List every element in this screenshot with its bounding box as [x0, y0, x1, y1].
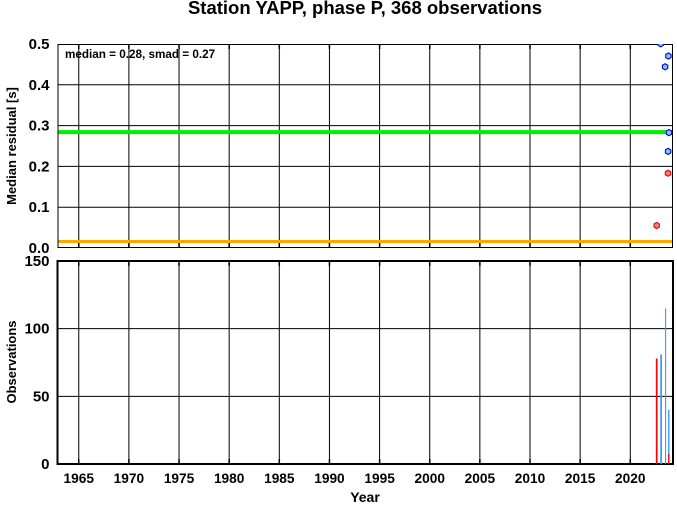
svg-text:Median residual [s]: Median residual [s] — [4, 87, 19, 205]
svg-text:0.1: 0.1 — [29, 199, 50, 216]
svg-text:1980: 1980 — [214, 471, 245, 486]
svg-text:0.5: 0.5 — [29, 36, 50, 53]
svg-text:2005: 2005 — [465, 471, 496, 486]
svg-text:0.3: 0.3 — [29, 118, 50, 135]
svg-text:1990: 1990 — [314, 471, 345, 486]
svg-text:median = 0.28, smad = 0.27: median = 0.28, smad = 0.27 — [65, 48, 215, 61]
svg-text:Observations: Observations — [4, 320, 19, 403]
svg-text:2020: 2020 — [615, 471, 646, 486]
svg-text:1995: 1995 — [364, 471, 395, 486]
svg-text:150: 150 — [24, 253, 49, 270]
svg-text:2010: 2010 — [515, 471, 546, 486]
svg-text:100: 100 — [24, 321, 49, 338]
svg-text:0.4: 0.4 — [29, 77, 51, 94]
svg-text:1975: 1975 — [164, 471, 195, 486]
svg-text:0.2: 0.2 — [29, 158, 50, 175]
svg-text:2015: 2015 — [565, 471, 596, 486]
svg-text:1985: 1985 — [264, 471, 295, 486]
svg-text:Year: Year — [350, 489, 380, 505]
svg-text:1965: 1965 — [64, 471, 95, 486]
svg-text:50: 50 — [33, 388, 50, 405]
svg-text:1970: 1970 — [114, 471, 145, 486]
svg-text:Station YAPP, phase P, 368 obs: Station YAPP, phase P, 368 observations — [188, 0, 542, 18]
svg-text:2000: 2000 — [415, 471, 446, 486]
svg-text:0: 0 — [41, 456, 49, 473]
